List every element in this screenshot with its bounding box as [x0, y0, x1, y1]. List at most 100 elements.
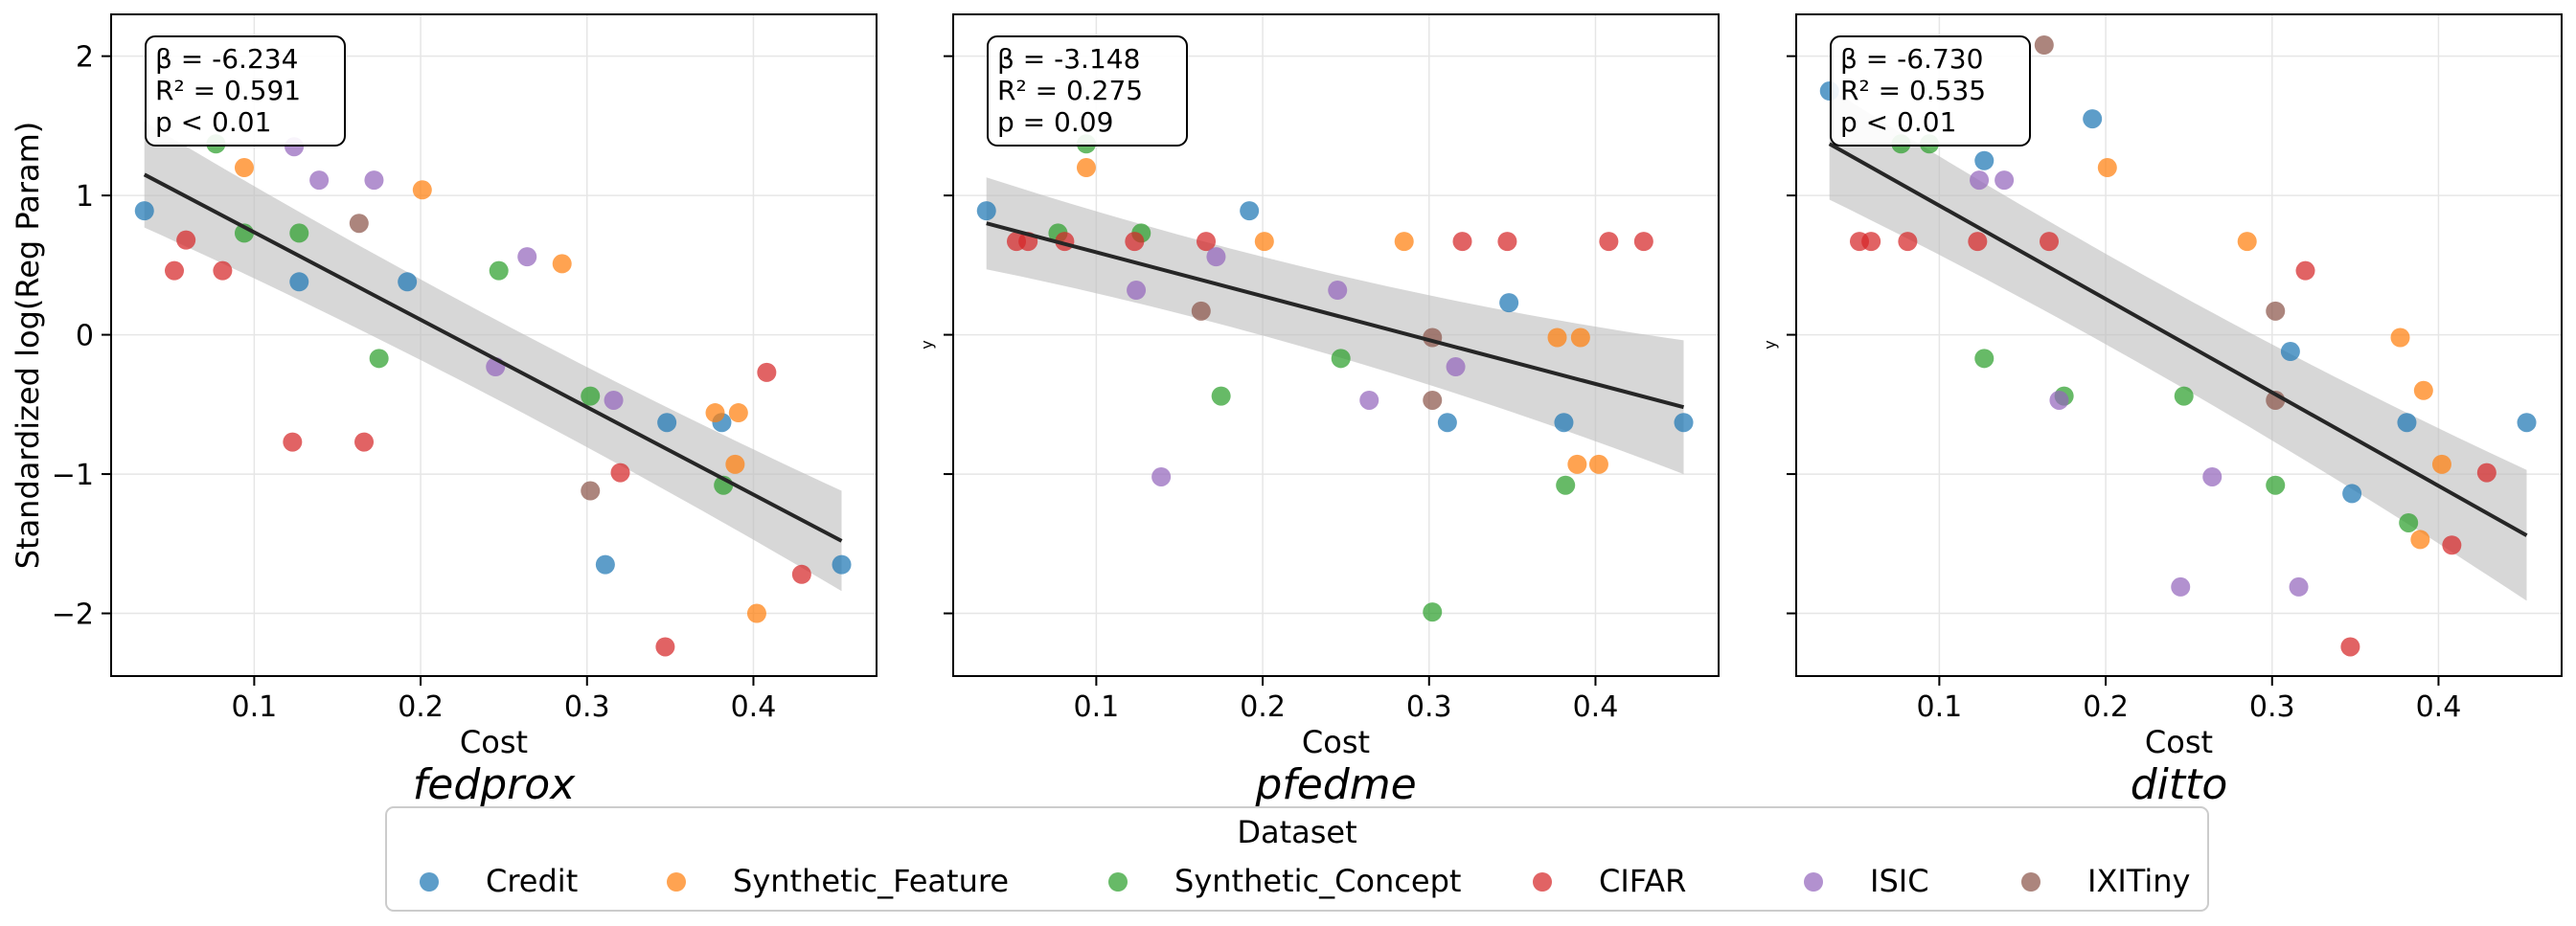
x-tick-label: 0.1 [1074, 690, 1120, 724]
point-CIFAR-4 [1197, 232, 1217, 252]
point-Credit-2 [2083, 109, 2103, 129]
series-CIFAR [1850, 232, 2496, 657]
legend-title: Dataset [1237, 814, 1356, 850]
y-tick-label: 0 [76, 320, 94, 353]
point-Credit-4 [657, 413, 677, 433]
point-Synthetic_Feature-1 [1254, 232, 1274, 252]
regression-line [986, 221, 1685, 410]
point-CIFAR-7 [2442, 535, 2462, 555]
point-CIFAR-6 [655, 637, 675, 657]
point-ISIC-4 [1359, 390, 1379, 410]
point-Synthetic_Feature-0 [234, 158, 254, 178]
y-axis-label: y [918, 340, 936, 349]
point-Credit-2 [398, 272, 418, 292]
point-Credit-6 [832, 554, 852, 575]
point-ISIC-5 [604, 390, 624, 410]
series-IXITiny [2034, 35, 2286, 410]
point-Synthetic_Feature-4 [2413, 380, 2433, 400]
point-ISIC-0 [1127, 281, 1147, 301]
point-IXITiny-2 [1423, 390, 1443, 410]
regression-line [143, 172, 843, 543]
point-ISIC-1 [309, 170, 330, 191]
point-IXITiny-1 [581, 481, 601, 501]
point-ISIC-2 [1206, 247, 1226, 267]
point-CIFAR-7 [757, 362, 777, 382]
point-IXITiny-1 [2266, 301, 2286, 321]
x-axis-label: Cost [2145, 724, 2213, 760]
point-Synthetic_Feature-2 [552, 254, 572, 274]
point-Synthetic_Feature-4 [725, 454, 745, 474]
point-Synthetic_Feature-5 [728, 403, 748, 423]
point-Credit-1 [1974, 150, 1995, 170]
point-Synthetic_Feature-6 [746, 603, 766, 623]
y-tick-label: 2 [76, 41, 94, 75]
point-Synthetic_Concept-5 [1423, 602, 1443, 622]
series-IXITiny [1191, 301, 1443, 410]
point-Credit-3 [1499, 293, 1519, 313]
point-Synthetic_Concept-4 [2174, 386, 2194, 406]
point-ISIC-5 [1446, 357, 1466, 377]
series-ISIC [1127, 247, 1466, 486]
y-tick-label: −1 [52, 459, 94, 492]
legend-marker-ISIC [1804, 872, 1823, 892]
panel-title: ditto [2131, 760, 2228, 809]
stats-box [145, 35, 346, 147]
point-Credit-0 [134, 201, 154, 221]
legend-marker-Synthetic_Feature [667, 872, 686, 892]
y-axis-label: y [1761, 340, 1779, 349]
point-Synthetic_Feature-0 [1076, 158, 1096, 178]
point-CIFAR-1 [1861, 232, 1881, 252]
legend-label-Synthetic_Feature: Synthetic_Feature [733, 863, 1009, 899]
point-Credit-1 [289, 272, 309, 292]
x-tick-label: 0.4 [2416, 690, 2462, 724]
point-CIFAR-7 [1599, 232, 1619, 252]
series-Synthetic_Feature [234, 158, 766, 623]
point-Credit-0 [976, 201, 996, 221]
point-Synthetic_Concept-6 [2399, 512, 2419, 532]
point-Credit-4 [1554, 413, 1574, 433]
confidence-band [1829, 88, 2527, 601]
y-tick-label: 1 [76, 180, 94, 214]
point-Synthetic_Concept-3 [369, 349, 389, 369]
point-CIFAR-3 [1968, 232, 1988, 252]
x-axis-label: Cost [460, 724, 528, 760]
point-ISIC-4 [2202, 466, 2223, 486]
point-CIFAR-2 [213, 260, 233, 281]
regression-line [1828, 142, 2528, 537]
x-tick-label: 0.1 [1917, 690, 1963, 724]
point-Credit-3 [2280, 342, 2300, 362]
point-ISIC-2 [2049, 390, 2069, 410]
point-Synthetic_Feature-2 [1394, 232, 1414, 252]
stats-line-2: p < 0.01 [155, 106, 271, 138]
series-Synthetic_Feature [2097, 158, 2451, 550]
point-Credit-2 [1437, 413, 1457, 433]
x-tick-label: 0.4 [731, 690, 777, 724]
series-Credit [976, 201, 1694, 433]
point-Synthetic_Feature-4 [1567, 454, 1587, 474]
point-Synthetic_Concept-4 [489, 260, 509, 281]
point-CIFAR-5 [2295, 260, 2315, 281]
point-ISIC-3 [2171, 576, 2191, 597]
series-IXITiny [349, 214, 601, 501]
point-Credit-6 [2517, 413, 2537, 433]
stats-line-0: β = -6.234 [155, 43, 298, 75]
point-Synthetic_Concept-3 [1211, 386, 1231, 406]
point-ISIC-3 [1328, 281, 1348, 301]
point-ISIC-5 [2289, 576, 2309, 597]
point-Synthetic_Feature-2 [2390, 327, 2410, 348]
legend-label-IXITiny: IXITiny [2087, 863, 2190, 899]
stats-box [1830, 35, 2031, 147]
stats-line-1: R² = 0.535 [1840, 75, 1986, 106]
y-tick-label: −2 [52, 599, 94, 632]
point-CIFAR-3 [283, 432, 303, 452]
point-Synthetic_Feature-0 [2097, 158, 2117, 178]
point-CIFAR-2 [1898, 232, 1918, 252]
x-tick-label: 0.2 [2083, 690, 2129, 724]
point-Synthetic_Feature-6 [1588, 454, 1608, 474]
point-Synthetic_Feature-5 [2431, 454, 2451, 474]
stats-line-0: β = -6.730 [1840, 43, 1983, 75]
point-CIFAR-4 [2040, 232, 2060, 252]
stats-line-0: β = -3.148 [997, 43, 1140, 75]
legend-label-Synthetic_Concept: Synthetic_Concept [1174, 863, 1461, 899]
point-ISIC-0 [1970, 170, 1990, 191]
